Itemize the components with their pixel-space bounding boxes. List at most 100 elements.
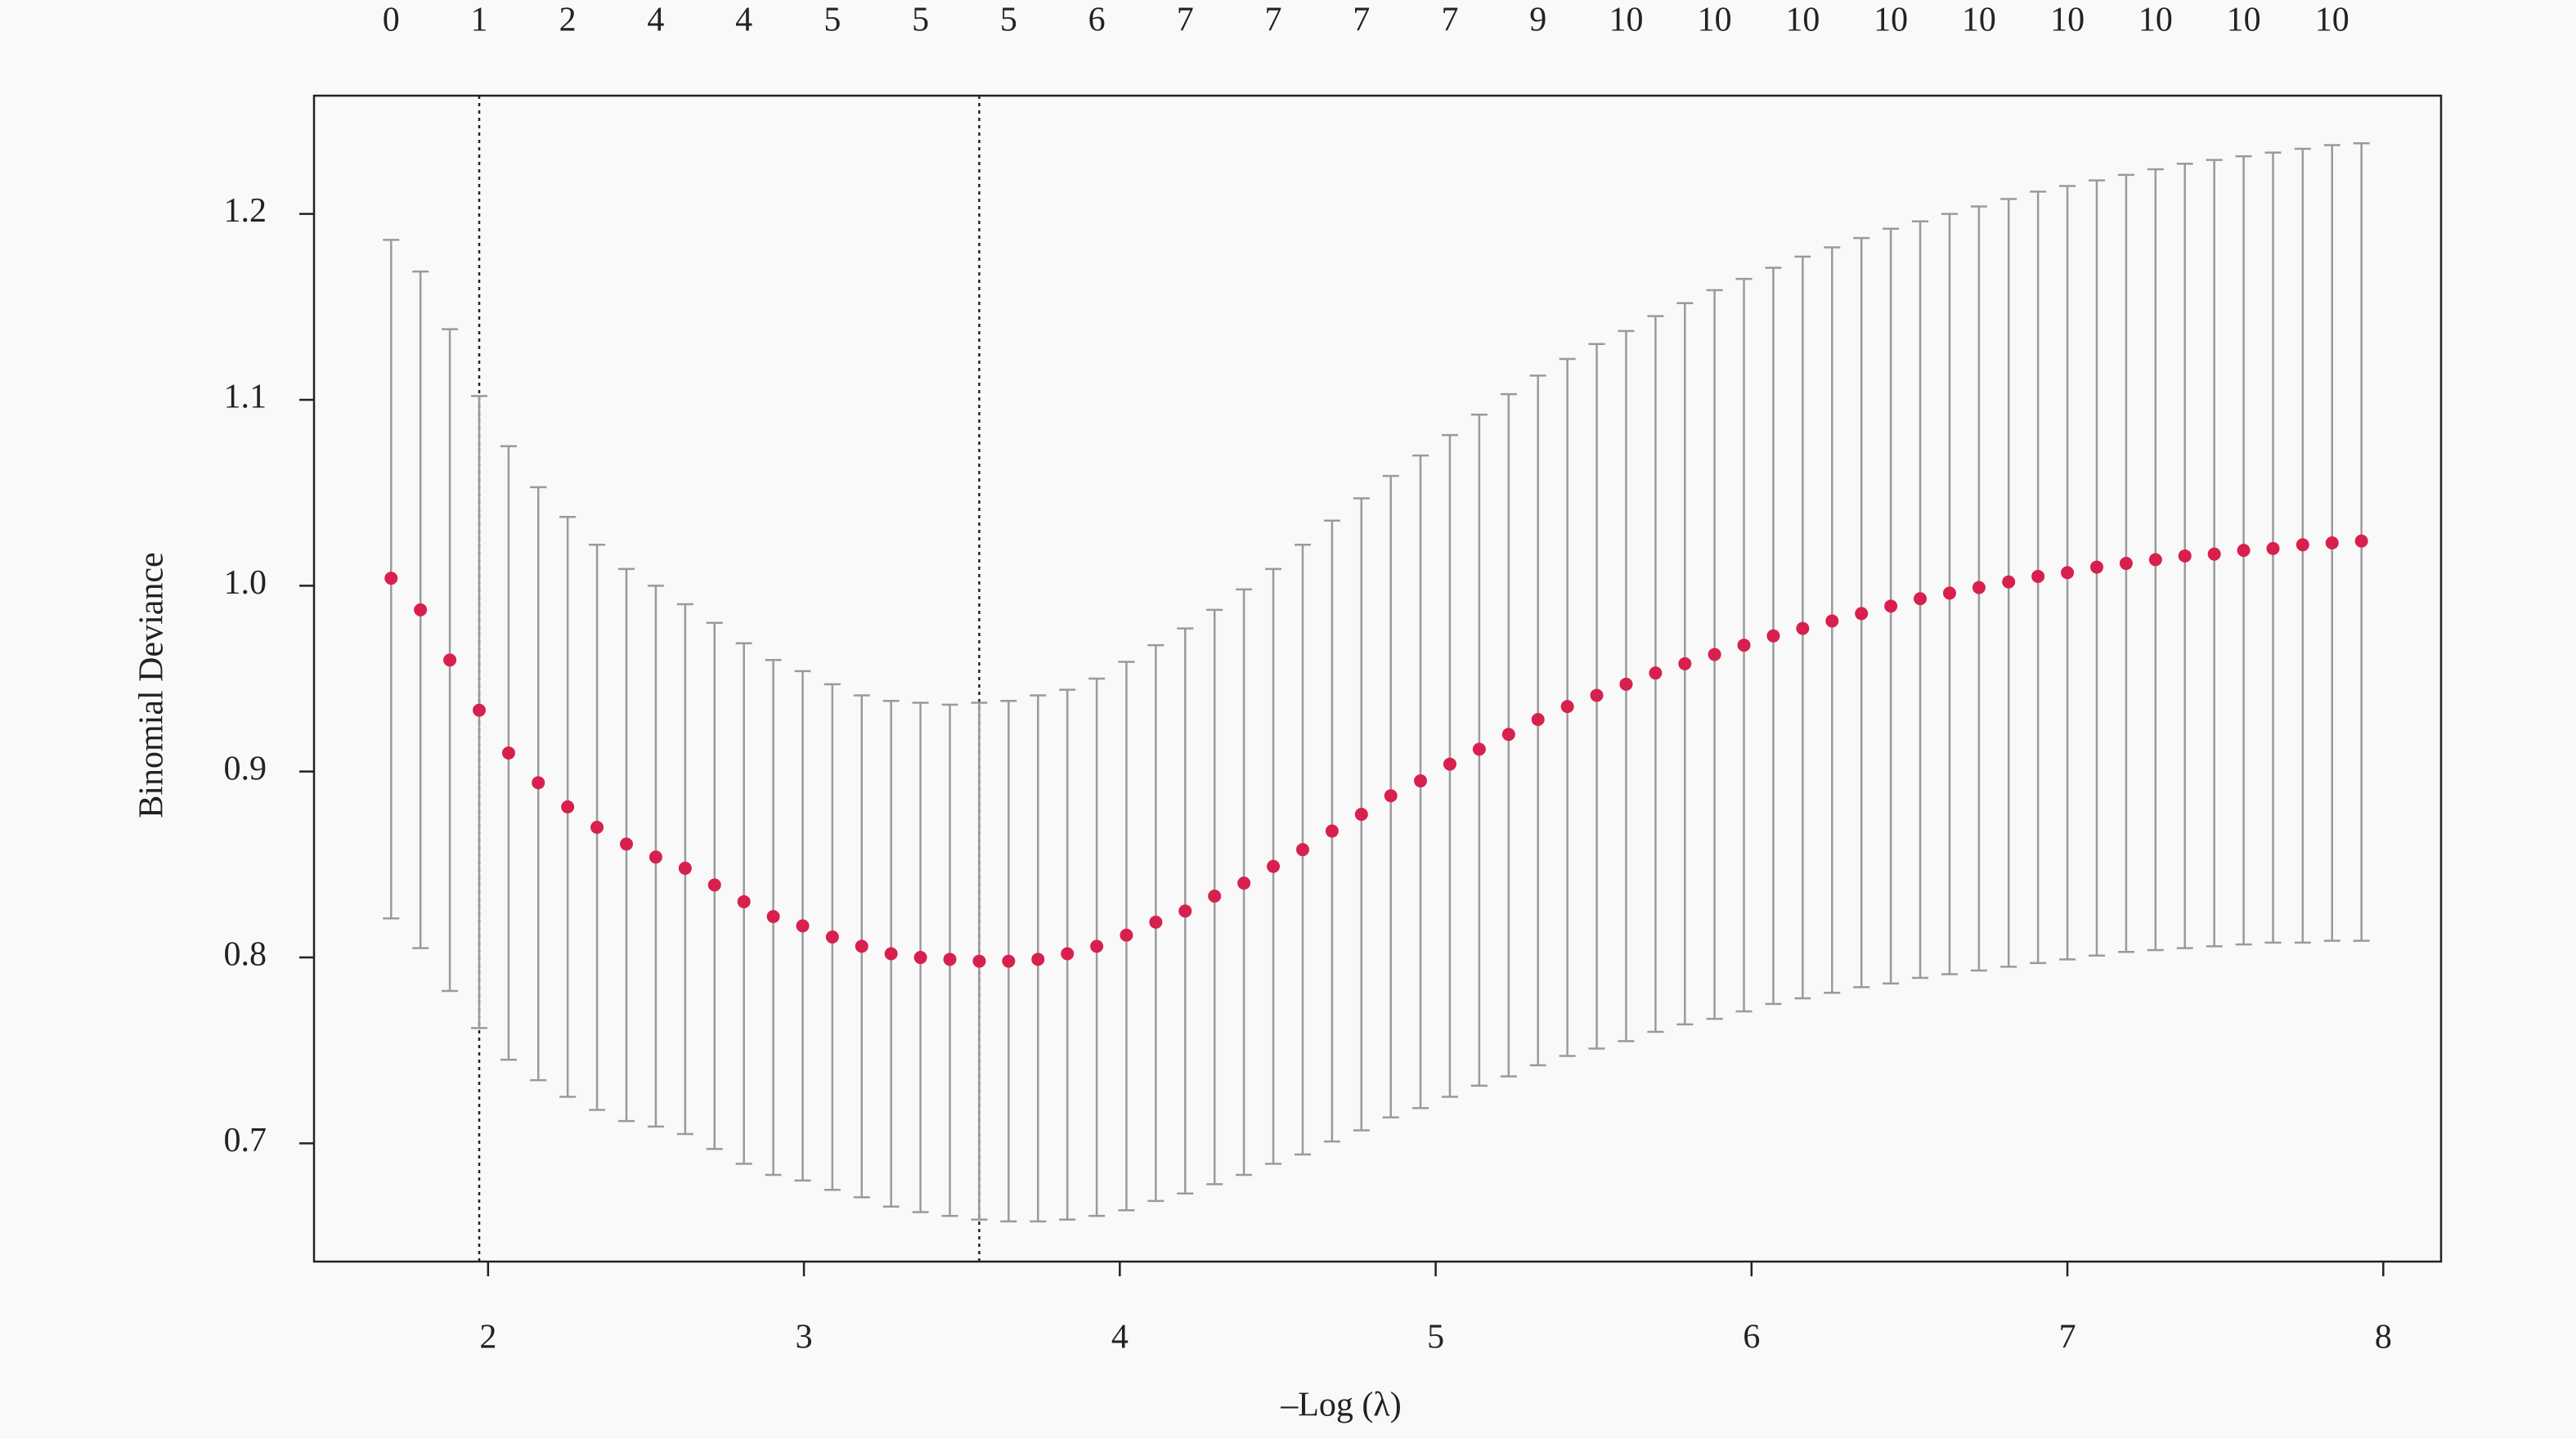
x-tick-label: 8	[2375, 1319, 2392, 1356]
point	[825, 930, 839, 944]
top-axis-label: 10	[2315, 2, 2349, 39]
top-axis-label: 7	[1441, 2, 1458, 39]
y-tick-label: 1.0	[224, 564, 267, 602]
point	[2354, 534, 2368, 548]
point	[532, 776, 545, 790]
top-axis-label: 5	[824, 2, 841, 39]
point	[1678, 657, 1692, 670]
point	[561, 800, 575, 814]
point	[1325, 824, 1339, 838]
top-axis-label: 2	[559, 2, 577, 39]
top-axis-label: 5	[912, 2, 929, 39]
x-tick-label: 6	[1743, 1319, 1760, 1356]
top-axis-label: 5	[1000, 2, 1017, 39]
point	[1855, 607, 1869, 621]
point	[620, 837, 634, 851]
y-axis-label: Binomial Deviance	[133, 552, 171, 818]
point	[1942, 586, 1956, 600]
x-tick-label: 7	[2059, 1319, 2076, 1356]
point	[678, 861, 692, 875]
point	[2266, 541, 2280, 555]
point	[2061, 566, 2075, 580]
point	[1737, 639, 1751, 652]
x-axis-label: –Log (λ)	[1280, 1387, 1402, 1424]
point	[1884, 599, 1898, 613]
point	[972, 954, 986, 968]
point	[2148, 553, 2162, 567]
top-axis-label: 7	[1265, 2, 1282, 39]
point	[1384, 789, 1398, 803]
point	[884, 947, 898, 961]
point	[1472, 742, 1486, 756]
point	[1766, 629, 1780, 643]
point	[707, 878, 721, 892]
top-axis-label: 0	[383, 2, 400, 39]
point	[2296, 538, 2309, 552]
point	[1560, 700, 1574, 714]
top-axis-label: 10	[1785, 2, 1820, 39]
top-axis-label: 10	[1698, 2, 1732, 39]
point	[1149, 915, 1163, 929]
top-axis-label: 10	[2138, 2, 2173, 39]
top-axis-label: 1	[471, 2, 488, 39]
y-tick-label: 1.2	[224, 192, 267, 230]
y-tick-label: 0.9	[224, 750, 267, 787]
point	[1501, 728, 1515, 742]
point	[1443, 757, 1456, 771]
point	[1295, 843, 1309, 857]
point	[1090, 939, 1104, 953]
point	[2207, 547, 2221, 561]
point	[796, 919, 810, 933]
point	[473, 703, 487, 717]
point	[855, 939, 868, 953]
point	[648, 850, 662, 864]
point	[1208, 890, 1222, 903]
plot-frame	[312, 94, 2443, 1263]
x-tick-label: 4	[1111, 1319, 1129, 1356]
top-axis-label: 10	[1874, 2, 1908, 39]
y-tick-label: 0.7	[224, 1122, 267, 1159]
point	[1825, 614, 1839, 628]
point	[1178, 904, 1192, 918]
point	[1649, 666, 1663, 680]
point	[2178, 549, 2192, 563]
point	[2031, 569, 2045, 583]
point	[1354, 807, 1368, 821]
x-tick-label: 5	[1427, 1319, 1444, 1356]
point	[1914, 592, 1928, 606]
top-axis-label: 10	[1962, 2, 1996, 39]
point	[766, 910, 780, 924]
point	[2237, 544, 2251, 558]
point	[737, 894, 751, 908]
point	[1237, 876, 1251, 890]
point	[2002, 575, 2016, 589]
point	[590, 820, 604, 834]
top-axis-label: 7	[1353, 2, 1370, 39]
point	[2089, 560, 2103, 574]
point	[414, 603, 428, 616]
y-tick-label: 0.8	[224, 936, 267, 974]
point	[384, 572, 398, 585]
point	[913, 951, 927, 965]
point	[1002, 954, 1016, 968]
y-tick-label: 1.1	[224, 379, 267, 416]
point	[1708, 648, 1721, 661]
point	[1031, 953, 1045, 966]
point	[2325, 536, 2339, 550]
top-axis-label: 10	[2050, 2, 2085, 39]
top-axis-label: 10	[2227, 2, 2261, 39]
top-axis-label: 10	[1609, 2, 1643, 39]
top-axis-label: 9	[1529, 2, 1546, 39]
point	[943, 953, 957, 966]
top-axis-label: 4	[647, 2, 664, 39]
point	[1414, 774, 1428, 788]
x-tick-label: 2	[479, 1319, 496, 1356]
point	[443, 653, 457, 667]
point	[1796, 621, 1810, 635]
x-tick-label: 3	[796, 1319, 813, 1356]
top-axis-label: 6	[1088, 2, 1106, 39]
point	[1120, 928, 1133, 942]
point	[501, 746, 515, 760]
